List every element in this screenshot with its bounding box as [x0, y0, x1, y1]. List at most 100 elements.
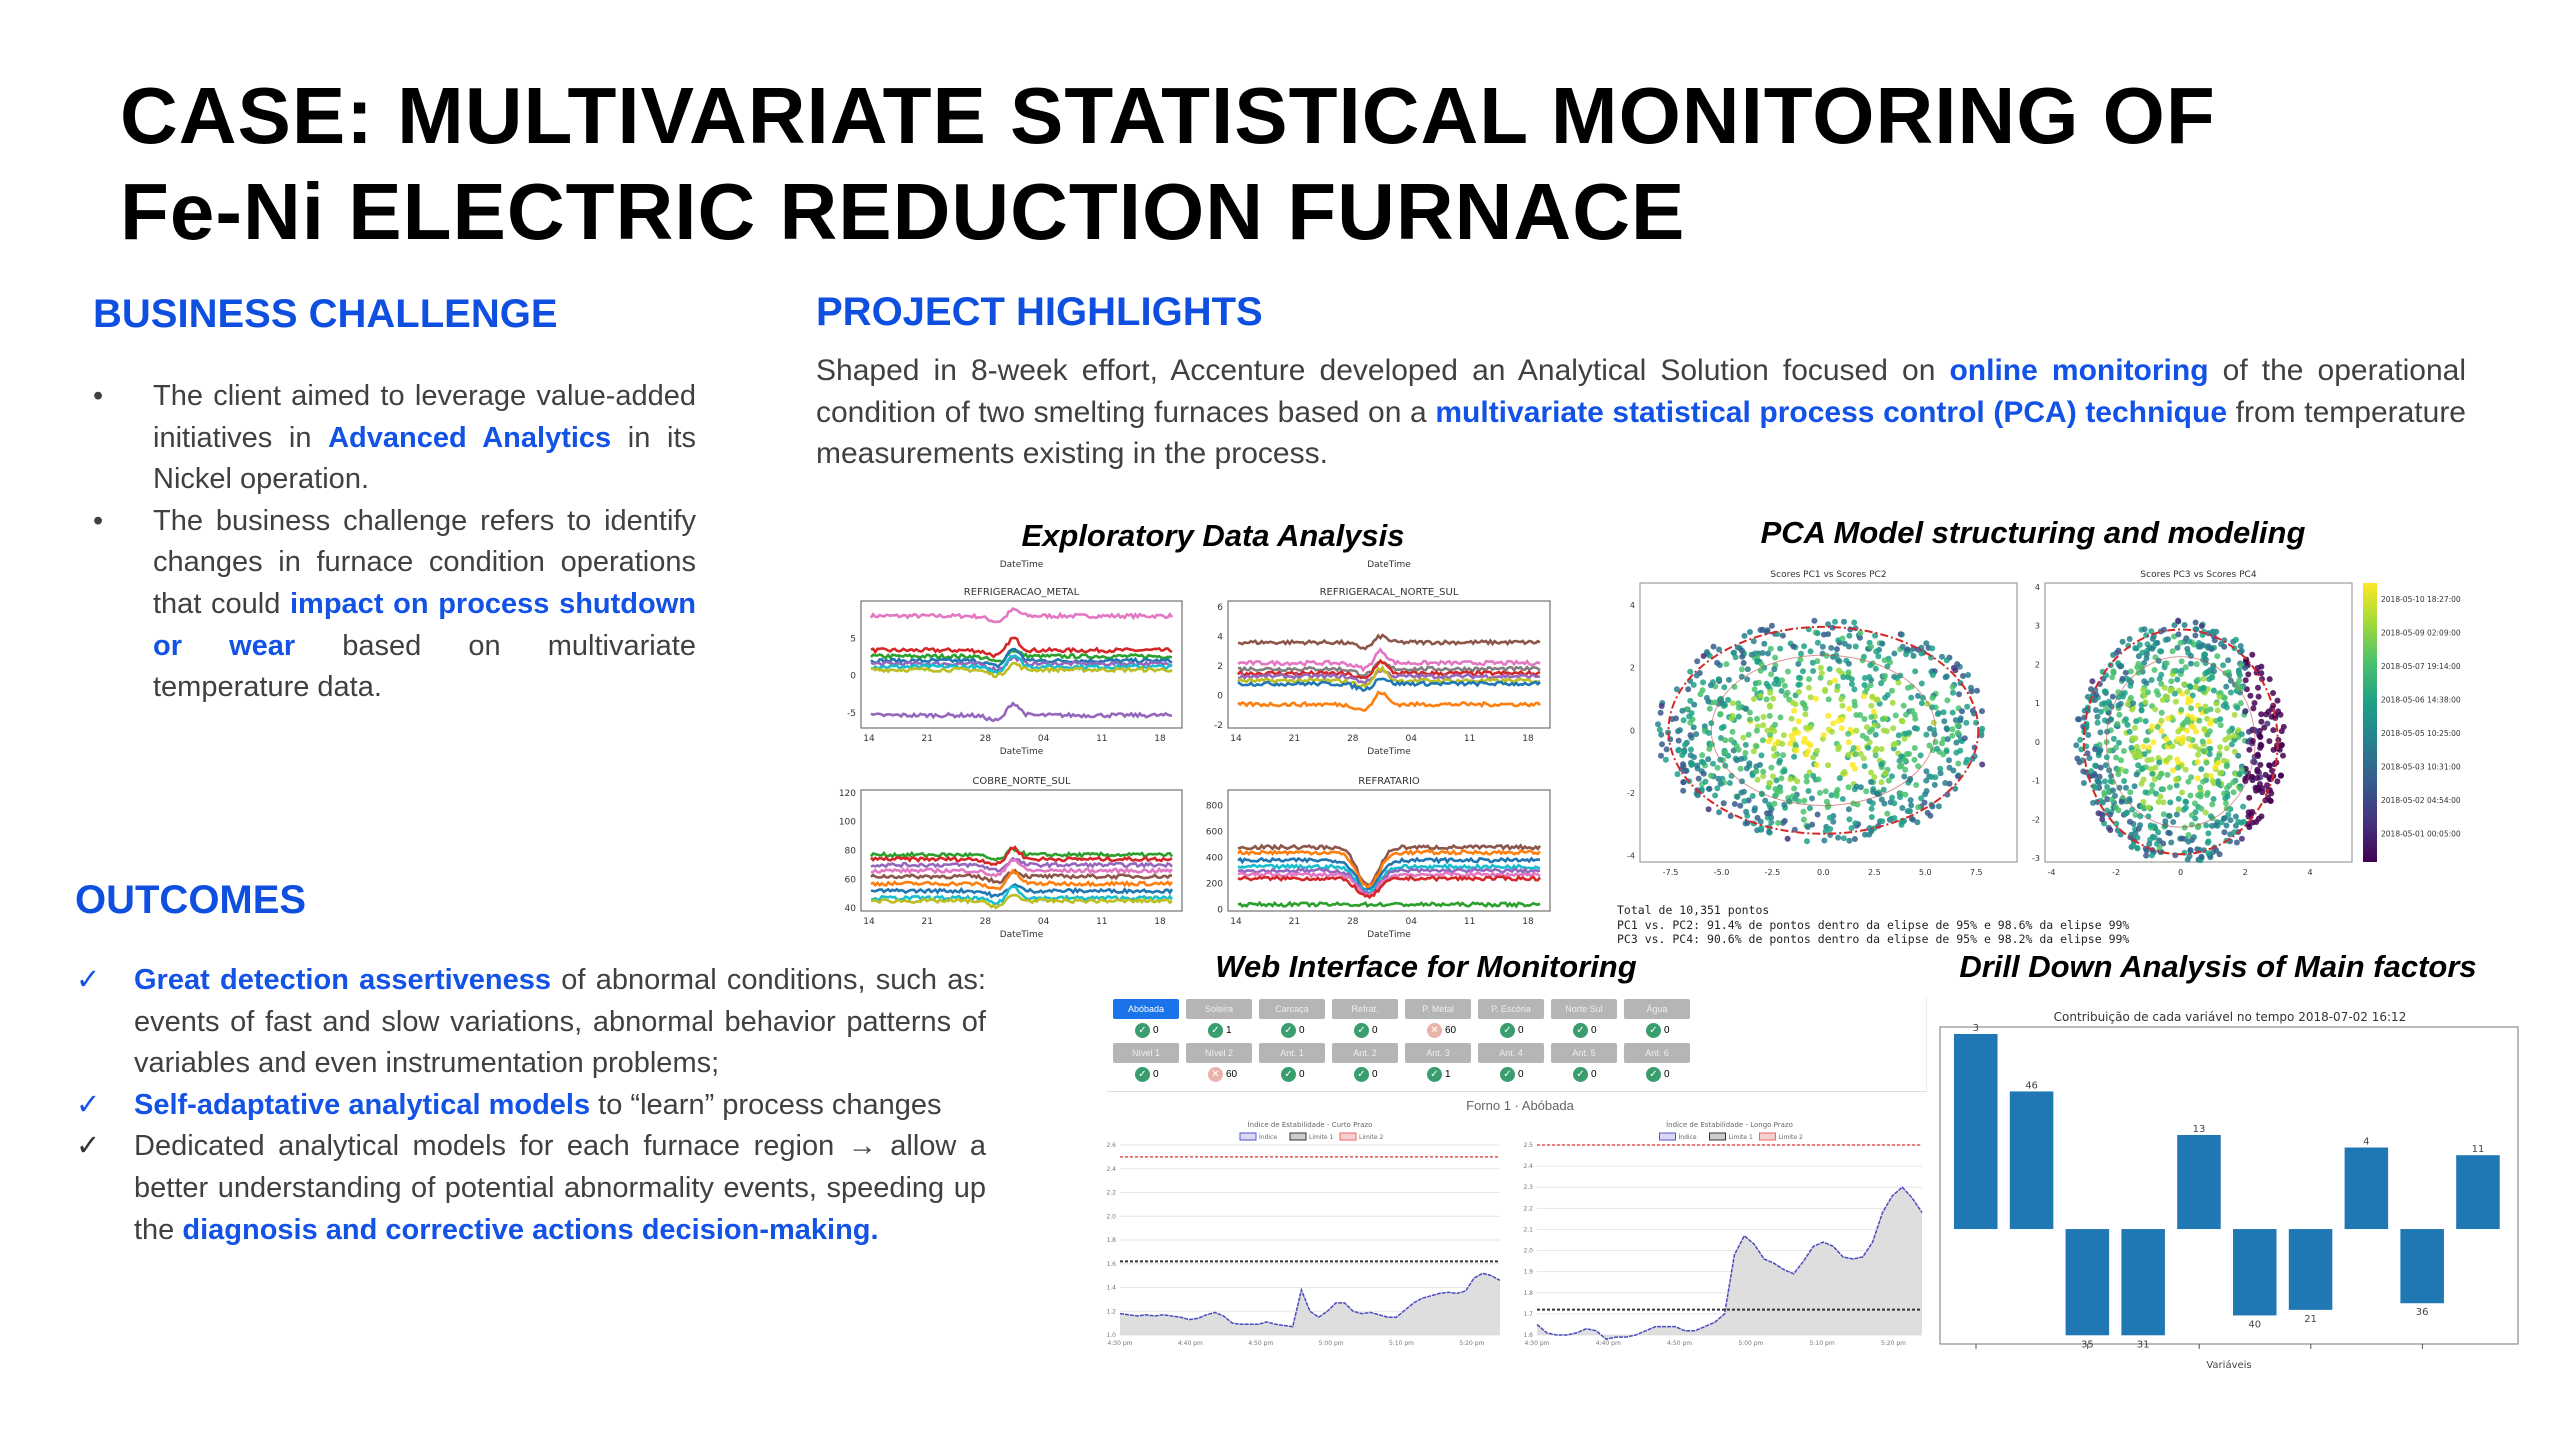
- highlight-text: impact on process shutdown or wear: [153, 587, 696, 662]
- y-tick-label: 1.0: [1106, 1332, 1116, 1339]
- score-point: [2119, 675, 2126, 682]
- region-tab[interactable]: Norte Sul: [1551, 999, 1617, 1019]
- score-point: [1868, 778, 1874, 785]
- score-point: [1844, 674, 1851, 680]
- region-tab[interactable]: Ant. 4: [1478, 1043, 1544, 1063]
- score-point: [1908, 815, 1915, 822]
- region-tab[interactable]: Água: [1624, 999, 1690, 1019]
- score-point: [2107, 778, 2114, 785]
- score-point: [2238, 835, 2245, 842]
- score-point: [2168, 839, 2175, 846]
- region-tab[interactable]: Ant. 2: [1332, 1043, 1398, 1063]
- score-point: [2205, 668, 2212, 675]
- score-point: [1832, 677, 1838, 684]
- region-tab[interactable]: Carcaça: [1259, 999, 1325, 1019]
- score-point: [1868, 828, 1875, 835]
- legend-label: Limite 2: [1779, 1134, 1803, 1141]
- score-point: [2209, 674, 2216, 681]
- score-point: [2107, 811, 2113, 818]
- score-point: [1809, 821, 1816, 828]
- score-point: [2092, 784, 2099, 791]
- region-tab[interactable]: Abóbada: [1113, 999, 1179, 1019]
- series-line: [1237, 870, 1541, 898]
- y-tick-label: 2.0: [1523, 1248, 1533, 1255]
- x-tick-label: 11: [1096, 734, 1107, 744]
- score-point: [2242, 664, 2249, 671]
- score-point: [1821, 837, 1828, 844]
- score-point: [1979, 708, 1985, 715]
- x-tick-label: 2.5: [1868, 868, 1881, 877]
- score-point: [1840, 835, 1847, 842]
- score-point: [1838, 696, 1845, 703]
- score-point: [2209, 801, 2216, 808]
- region-tab[interactable]: Soleira: [1186, 999, 1252, 1019]
- score-point: [2095, 778, 2101, 785]
- score-point: [2227, 689, 2234, 696]
- score-point: [2247, 692, 2254, 699]
- score-point: [1675, 737, 1682, 744]
- score-point: [1731, 801, 1738, 807]
- score-point: [1677, 727, 1683, 734]
- score-point: [2163, 757, 2170, 764]
- x-tick-label: 28: [1347, 917, 1359, 927]
- region-tab[interactable]: Nível 2: [1186, 1043, 1252, 1063]
- score-point: [1943, 725, 1950, 732]
- x-tick-label: 18: [1154, 734, 1166, 744]
- score-point: [1903, 711, 1909, 718]
- score-point: [2120, 748, 2127, 754]
- score-point: [2200, 778, 2207, 785]
- score-point: [1766, 801, 1773, 808]
- score-point: [2205, 850, 2212, 857]
- y-tick-label: 1.7: [1523, 1311, 1533, 1318]
- score-point: [2147, 766, 2154, 772]
- series-line: [1236, 848, 1541, 892]
- score-point: [1781, 682, 1788, 689]
- y-tick-label: 0: [1217, 692, 1223, 702]
- contribution-bar: [1954, 1033, 1998, 1230]
- score-point: [1806, 805, 1813, 812]
- score-point: [1750, 638, 1757, 645]
- score-point: [1852, 765, 1858, 772]
- score-point: [1937, 765, 1944, 772]
- score-point: [1754, 715, 1760, 722]
- region-tab[interactable]: Ant. 1: [1259, 1043, 1325, 1063]
- region-tab[interactable]: Ant. 3: [1405, 1043, 1471, 1063]
- contribution-bar: [2009, 1091, 2054, 1230]
- score-point: [2261, 724, 2268, 731]
- score-point: [1681, 749, 1688, 755]
- score-point: [2139, 649, 2146, 656]
- ok-check-icon: ✓: [1354, 1067, 1369, 1082]
- score-point: [1814, 639, 1821, 646]
- score-point: [1873, 696, 1880, 703]
- score-point: [2165, 812, 2172, 819]
- ok-check-icon: ✓: [1500, 1067, 1515, 1082]
- score-point: [1845, 669, 1852, 676]
- y-tick-label: 0: [850, 672, 856, 682]
- checkmark-icon: ✓: [76, 1088, 101, 1121]
- x-tick-label: 21: [1289, 917, 1300, 927]
- region-tab[interactable]: P. Metal: [1405, 999, 1471, 1019]
- region-tab[interactable]: Nível 1: [1113, 1043, 1179, 1063]
- region-tab[interactable]: Refrat.: [1332, 999, 1398, 1019]
- score-point: [1895, 732, 1902, 739]
- score-point: [1881, 800, 1888, 807]
- colorbar-label: 2018-05-10 18:27:00: [2381, 595, 2461, 604]
- region-tab[interactable]: P. Escória: [1478, 999, 1544, 1019]
- score-point: [1871, 774, 1878, 780]
- score-point: [2152, 764, 2159, 771]
- colorbar-label: 2018-05-03 10:31:00: [2381, 763, 2461, 772]
- legend-swatch: [1289, 1132, 1307, 1141]
- score-point: [1911, 745, 1918, 751]
- score-point: [1898, 631, 1905, 638]
- score-point: [2121, 689, 2128, 696]
- score-point: [2194, 775, 2201, 782]
- ok-check-icon: ✓: [1281, 1023, 1296, 1038]
- score-point: [2183, 799, 2190, 805]
- contribution-bar: [2456, 1155, 2500, 1230]
- score-point: [1944, 697, 1951, 704]
- score-point: [1963, 719, 1970, 726]
- region-tab[interactable]: Ant. 6: [1624, 1043, 1690, 1063]
- score-point: [1848, 681, 1855, 688]
- score-point: [2254, 775, 2261, 781]
- region-tab[interactable]: Ant. 5: [1551, 1043, 1617, 1063]
